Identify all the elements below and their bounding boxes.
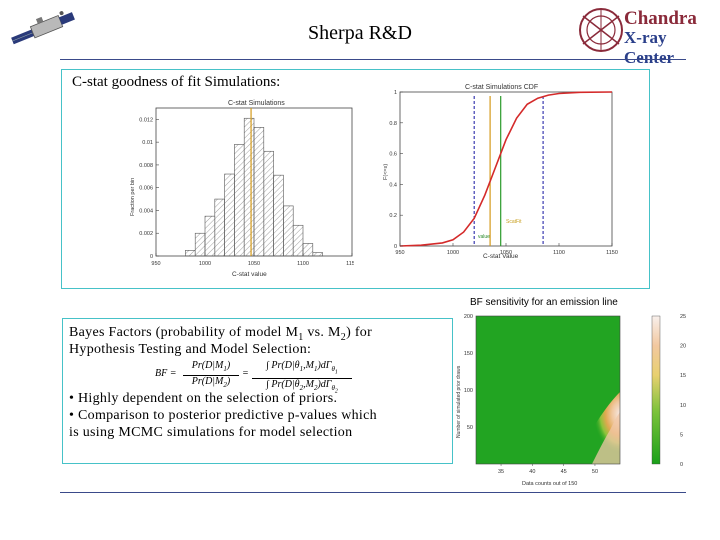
histogram-bar	[194, 232, 206, 257]
colorbar-tick-label: 5	[680, 432, 683, 438]
bayes-sub1: 1	[298, 331, 304, 343]
colorbar-tick-label: 0	[680, 462, 683, 468]
bf-xlabel: Data counts out of 150	[522, 481, 577, 487]
y-tick-label: 0.8	[389, 121, 397, 127]
x-tick-label: 1050	[500, 250, 512, 256]
annotation-value: value	[478, 234, 490, 240]
x-tick-label: 1100	[553, 250, 565, 256]
y-tick-label: 0.2	[389, 213, 397, 219]
formula-equals: =	[242, 368, 249, 379]
histogram-bar	[312, 252, 323, 257]
y-tick-label: 0.004	[139, 208, 153, 214]
x-tick-label: 1000	[199, 261, 211, 267]
x-tick-label: 950	[151, 261, 160, 267]
chandra-logo: Chandra X-ray Center	[577, 6, 717, 67]
logo-line-2: X-ray Center	[624, 28, 675, 67]
formula-fraction-2: ∫ Pr(D|θ1,M1)dΓθ1 ∫ Pr(D|θ2,M2)dΓθ2	[252, 360, 352, 398]
x-tick-label: 950	[395, 250, 404, 256]
right-plot-xlabel: C-stat Value	[483, 253, 519, 260]
right-plot-title: C-stat Simulations CDF	[465, 84, 538, 91]
colorbar-tick-label: 15	[680, 373, 686, 379]
cstat-heading: C-stat goodness of fit Simulations:	[72, 74, 281, 90]
y-tick-label: 0.008	[139, 163, 153, 169]
histogram-bar	[234, 144, 245, 257]
histogram-bar	[224, 173, 235, 257]
x-tick-label: 1050	[248, 261, 260, 267]
logo-line-1: Chandra	[624, 8, 697, 29]
bullet-2: • Comparison to posterior predictive p-v…	[69, 408, 377, 423]
y-tick-label: 0	[394, 244, 397, 250]
y-tick-label: 0.6	[389, 152, 397, 158]
histogram-bar	[283, 205, 294, 257]
y-tick-label: 200	[464, 314, 473, 320]
x-tick-label: 35	[498, 469, 504, 475]
bayes-line1-b: vs. M	[303, 325, 341, 340]
histogram-bar	[273, 174, 284, 257]
histogram-bar	[204, 215, 216, 257]
bf-caption: BF sensitivity for an emission line	[470, 297, 618, 308]
histogram-bar	[243, 117, 255, 257]
histogram-bar	[185, 250, 196, 257]
x-tick-label: 40	[529, 469, 535, 475]
heatmap-frame	[475, 315, 621, 465]
cstat-cdf-plot: 1 0.8 0.6 0.4 0.2 0 950 1000 1050 1100 1150 C-sta…	[383, 84, 618, 260]
cstat-histogram: 0.012 0.01 0.008 0.006 0.004 0.002 0 950 1000 10…	[130, 100, 354, 278]
x-tick-label: 1000	[447, 250, 459, 256]
y-tick-label: 150	[464, 351, 473, 357]
header-divider	[60, 59, 686, 60]
y-tick-label: 100	[464, 388, 473, 394]
bayes-line1-a: Bayes Factors (probability of model M	[69, 325, 299, 340]
bullet-3: is using MCMC simulations for model sele…	[69, 425, 353, 440]
colorbar-tick-label: 20	[680, 344, 686, 350]
y-tick-label: 0.002	[139, 231, 153, 237]
bayes-line1-c: ) for	[346, 325, 373, 340]
x-tick-label: 1100	[297, 261, 309, 267]
satellite-icon	[6, 8, 86, 48]
y-tick-label: 0.01	[142, 140, 153, 146]
histogram-bar	[263, 150, 274, 257]
y-tick-label: 0.006	[139, 186, 153, 192]
bayes-text-line-1: Bayes Factors (probability of model M1 v…	[69, 324, 372, 346]
x-tick-label: 50	[592, 469, 598, 475]
histogram-bar	[253, 127, 265, 257]
x-tick-label: 45	[561, 469, 567, 475]
bullet-1: • Highly dependent on the selection of p…	[69, 391, 338, 406]
y-tick-label: 1	[394, 90, 397, 96]
heatmap-peak	[592, 412, 620, 464]
histogram-bar	[214, 198, 225, 257]
bf-ylabel: Number of simulated prior draws	[456, 365, 462, 438]
y-tick-label: 0.012	[139, 117, 153, 123]
formula-lhs: BF =	[155, 368, 177, 379]
chandra-observatory-logo-icon	[579, 8, 623, 52]
x-tick-label: 1150	[346, 261, 354, 267]
formula-fraction-1: Pr(D|M1) Pr(D|M2)	[183, 360, 239, 391]
colorbar-tick-label: 10	[680, 403, 686, 409]
annotation-scatfit: ScatFit	[506, 219, 522, 225]
cdf-curve	[399, 91, 613, 247]
left-plot-ylabel: Fraction per bin	[130, 178, 136, 216]
histogram-bar	[292, 224, 304, 257]
y-tick-label: 0.4	[389, 182, 397, 188]
bayes-factor-formula: BF = Pr(D|M1) Pr(D|M2) = ∫ Pr(D|θ1,M1)dΓ…	[155, 360, 355, 395]
cstat-panel	[61, 69, 650, 289]
bayes-sub2: 2	[340, 331, 347, 343]
y-tick-label: 50	[467, 425, 473, 431]
footer-divider	[60, 492, 686, 493]
left-plot-xlabel: C-stat value	[232, 271, 267, 278]
colorbar	[651, 315, 661, 465]
slide-title: Sherpa R&D	[308, 22, 412, 44]
bayes-text-line-2: Hypothesis Testing and Model Selection:	[69, 342, 312, 357]
bayes-box	[62, 318, 453, 464]
right-plot-ylabel: F(<=x)	[383, 164, 389, 180]
histogram-bar	[302, 243, 314, 257]
left-plot-title: C-stat Simulations	[228, 100, 285, 107]
colorbar-tick-label: 25	[680, 314, 686, 320]
x-tick-label: 1150	[606, 250, 618, 256]
y-tick-label: 0	[150, 254, 153, 260]
